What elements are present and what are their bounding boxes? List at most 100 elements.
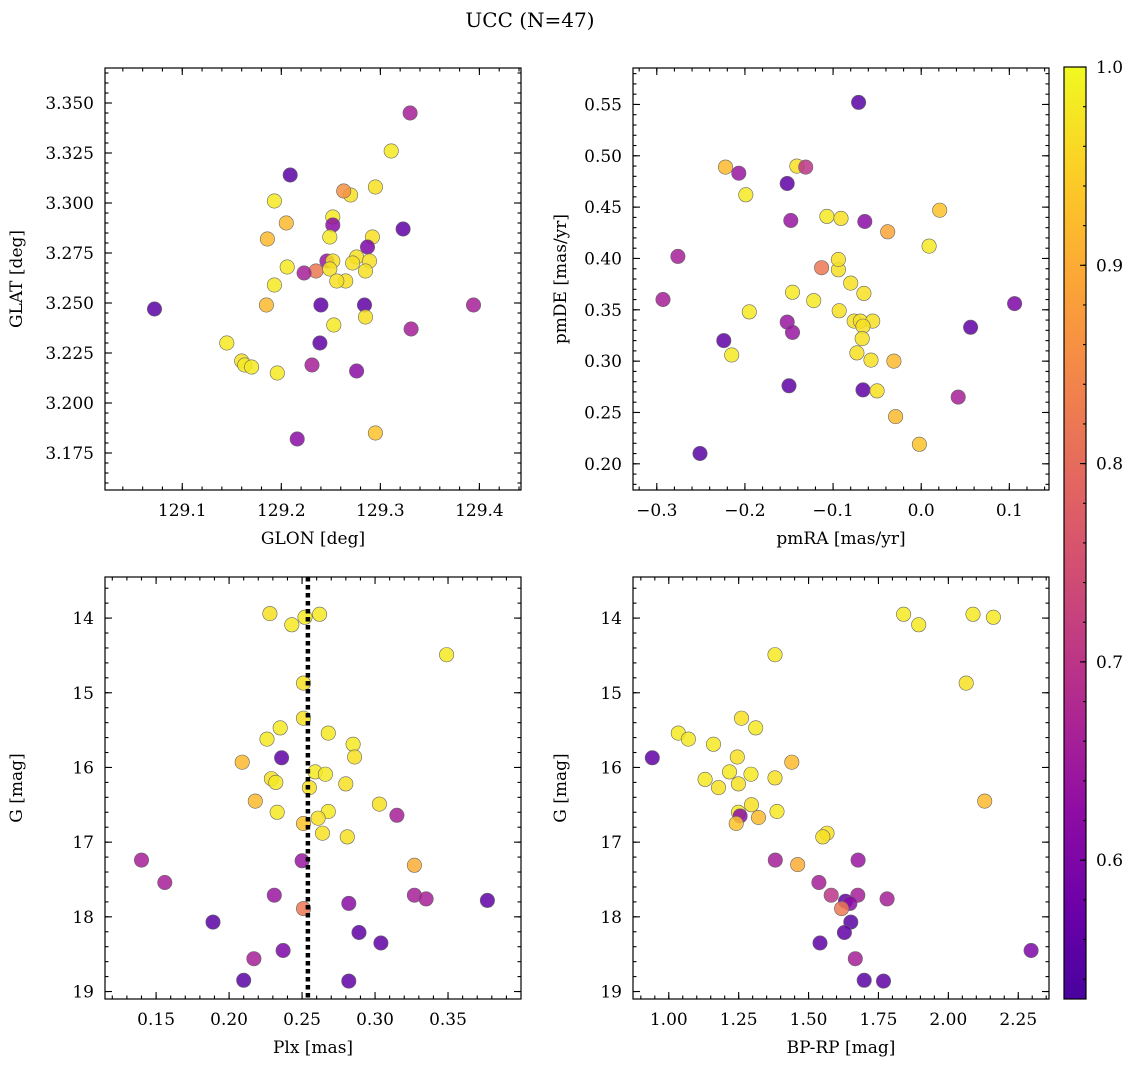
- scatter-point: [359, 239, 375, 255]
- scatter-point: [258, 297, 274, 313]
- scatter-point: [402, 105, 418, 121]
- scatter-point: [784, 284, 800, 300]
- scatter-point: [815, 829, 831, 845]
- scatter-point: [798, 159, 814, 175]
- y-tick-label: 3.300: [45, 194, 94, 214]
- scatter-point: [341, 973, 357, 989]
- scatter-point: [259, 231, 275, 247]
- y-tick-label: 3.200: [45, 394, 94, 414]
- scatter-point: [697, 771, 713, 787]
- scatter-point: [1023, 942, 1039, 958]
- scatter-point: [896, 606, 912, 622]
- scatter-point: [724, 347, 740, 363]
- panel-4: 1.00 1.25 1.50 1.75 2.00 2.25 14 15 16 17 18 19 BP-R…: [551, 576, 1050, 1058]
- scatter-point: [769, 803, 785, 819]
- panel-2: −0.3 −0.2 −0.1 0.0 0.1 0.20 0.25 0.30 0.35 0.40 0.…: [551, 67, 1050, 549]
- scatter-point: [465, 297, 481, 313]
- scatter-point: [262, 606, 278, 622]
- scatter-point: [439, 647, 455, 663]
- scatter-point: [234, 754, 250, 770]
- scatter-point: [266, 277, 282, 293]
- scatter-point: [347, 749, 363, 765]
- scatter-point: [219, 335, 235, 351]
- colorbar-tick-label: 1.0: [1096, 58, 1123, 78]
- x-tick-label: 1.25: [720, 1010, 758, 1030]
- x-tick-label: 0.35: [429, 1010, 467, 1030]
- scatter-point: [406, 857, 422, 873]
- y-tick-label: 0.30: [584, 352, 622, 372]
- y-tick-label: 0.35: [584, 301, 622, 321]
- scatter-point: [729, 749, 745, 765]
- scatter-point: [670, 248, 686, 264]
- scatter-point: [783, 213, 799, 229]
- scatter-point: [644, 750, 660, 766]
- scatter-point: [322, 229, 338, 245]
- y-tick-label: 0.45: [584, 198, 622, 218]
- y-tick-label: 15: [72, 684, 94, 704]
- scatter-point: [339, 829, 355, 845]
- scatter-point: [733, 710, 749, 726]
- y-tick-label: 3.350: [45, 94, 94, 114]
- scatter-point: [304, 357, 320, 373]
- x-tick-label: 0.15: [137, 1010, 175, 1030]
- axes-frame: [632, 67, 1050, 491]
- scatter-point: [717, 159, 733, 175]
- scatter-point: [373, 935, 389, 951]
- scatter-point: [336, 183, 352, 199]
- scatter-point: [134, 852, 150, 868]
- scatter-point: [743, 766, 759, 782]
- x-tick-label: 2.25: [999, 1010, 1037, 1030]
- x-tick-label: 0.30: [356, 1010, 394, 1030]
- y-tick-label: 18: [600, 908, 622, 928]
- y-tick-label: 14: [72, 609, 94, 629]
- y-tick-label: 3.175: [45, 444, 94, 464]
- scatter-point: [850, 852, 866, 868]
- y-tick-label: 3.225: [45, 344, 94, 364]
- scatter-point: [236, 972, 252, 988]
- x-tick-label: 0.1: [996, 501, 1023, 521]
- scatter-point: [731, 165, 747, 181]
- scatter-point: [847, 951, 863, 967]
- axes-frame: [104, 67, 522, 491]
- scatter-point: [911, 617, 927, 633]
- scatter-point: [963, 319, 979, 335]
- scatter-point: [767, 852, 783, 868]
- scatter-point: [310, 810, 326, 826]
- scatter-point: [371, 796, 387, 812]
- x-tick-label: 2.00: [929, 1010, 967, 1030]
- scatter-point: [888, 409, 904, 425]
- scatter-point: [279, 259, 295, 275]
- scatter-point: [322, 261, 338, 277]
- scatter-points: [655, 94, 1023, 461]
- x-tick-label: 0.20: [210, 1010, 248, 1030]
- x-tick-label: 129.2: [257, 501, 306, 521]
- x-tick-label: 1.50: [790, 1010, 828, 1030]
- scatter-point: [157, 874, 173, 890]
- scatter-point: [784, 324, 800, 340]
- scatter-point: [741, 304, 757, 320]
- x-tick-label: 0.0: [908, 501, 935, 521]
- y-tick-label: 14: [600, 609, 622, 629]
- scatter-points: [147, 105, 481, 447]
- scatter-point: [728, 815, 744, 831]
- scatter-point: [855, 382, 871, 398]
- scatter-point: [345, 255, 361, 271]
- scatter-point: [282, 167, 298, 183]
- scatter-point: [886, 353, 902, 369]
- colorbar-tick-label: 0.9: [1096, 256, 1123, 276]
- x-tick-label: −0.2: [724, 501, 765, 521]
- y-tick-label: 3.250: [45, 294, 94, 314]
- y-axis-label: G [mag]: [7, 753, 27, 822]
- y-tick-label: 17: [72, 833, 94, 853]
- scatter-point: [1007, 296, 1023, 312]
- x-tick-label: 0.25: [283, 1010, 321, 1030]
- y-tick-label: 17: [600, 833, 622, 853]
- scatter-point: [341, 895, 357, 911]
- y-tick-label: 3.275: [45, 244, 94, 264]
- axes-frame: [632, 576, 1050, 1000]
- scatter-point: [743, 797, 759, 813]
- scatter-point: [716, 333, 732, 349]
- scatter-point: [312, 335, 328, 351]
- scatter-point: [856, 285, 872, 301]
- scatter-point: [275, 942, 291, 958]
